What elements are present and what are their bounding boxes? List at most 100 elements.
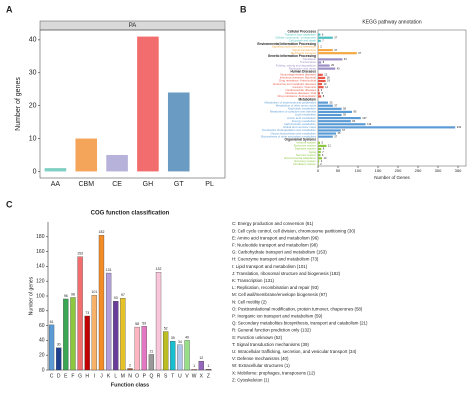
- data-label: 1: [193, 364, 195, 368]
- data-label: 21: [328, 144, 331, 148]
- bar: [167, 92, 190, 172]
- y-tick-label: Nucleotide metabolism: [288, 107, 317, 111]
- data-label: 59: [343, 113, 346, 117]
- panel-letter: C: [6, 199, 13, 209]
- data-label: 59: [142, 321, 146, 325]
- x-tick-label: 50: [336, 168, 341, 173]
- data-label: 37: [334, 103, 337, 107]
- x-tick-label: I: [94, 373, 95, 379]
- bar: [318, 89, 320, 92]
- bar: [148, 354, 155, 371]
- y-tick-label: Cell growth and death: [289, 39, 317, 43]
- data-label: 7: [322, 39, 324, 43]
- y-tick-label: Cardiovascular diseases: [286, 88, 317, 92]
- bar: [318, 33, 321, 36]
- y-tick-label: Circulatory system: [293, 162, 317, 166]
- x-tick-label: X: [200, 373, 204, 379]
- data-label: 93: [114, 296, 118, 300]
- data-label: 107: [362, 116, 367, 120]
- data-label: 18: [327, 76, 330, 80]
- group-label: Organismal Systems: [284, 138, 316, 142]
- x-tick-label: S: [164, 373, 168, 379]
- data-label: 8: [323, 147, 325, 151]
- bar: [318, 126, 456, 129]
- data-label: 10: [324, 82, 327, 86]
- x-tick-label: 100: [355, 168, 362, 173]
- y-tick-label: 100: [36, 293, 45, 299]
- y-tick-label: Infectious diseases: Viral: [285, 91, 316, 95]
- data-label: 85: [354, 110, 357, 114]
- chart-title: COG function classification: [91, 211, 170, 217]
- y-tick-label: 180: [36, 234, 45, 240]
- bar: [318, 129, 341, 132]
- y-axis-label: Number of genes: [15, 77, 22, 131]
- x-tick-label: 350: [455, 168, 462, 173]
- bar: [44, 168, 67, 172]
- x-tick-label: U: [178, 373, 182, 379]
- data-label: 21: [149, 349, 153, 353]
- data-label: 101: [91, 290, 97, 294]
- data-label: 30: [57, 343, 61, 347]
- x-tick-label: 250: [415, 168, 422, 173]
- bar: [318, 147, 322, 151]
- legend-entry: Z: Cytoskeleton (1): [232, 377, 270, 382]
- data-label: 37: [334, 134, 337, 138]
- group-label: Cellular Processes: [287, 29, 316, 33]
- bar: [318, 49, 333, 52]
- bar: [191, 369, 197, 371]
- y-axis-label: Number of genes: [28, 276, 34, 315]
- bar: [127, 368, 133, 371]
- data-label: 182: [99, 230, 105, 234]
- bar: [318, 141, 320, 144]
- x-tick-label: GT: [174, 181, 184, 188]
- y-tick-label: 10: [29, 135, 37, 142]
- y-tick-label: Cellular community - prokaryotes: [275, 35, 316, 39]
- y-tick-label: 40: [39, 338, 45, 344]
- bar: [318, 64, 330, 67]
- data-label: 52: [164, 326, 168, 330]
- x-tick-label: GH: [143, 181, 154, 188]
- plot-frame: [317, 29, 467, 167]
- legend-entry: F: Nucleotide transport and metabolism (…: [232, 242, 318, 247]
- x-tick-label: F: [71, 373, 74, 379]
- bar: [91, 295, 97, 371]
- legend-entry: D: Cell cycle control, cell division, ch…: [232, 228, 356, 233]
- data-label: 97: [121, 293, 125, 297]
- data-label: 153: [77, 252, 83, 256]
- data-label: 25: [330, 100, 333, 104]
- facet-label: PA: [129, 23, 137, 29]
- x-tick-label: AA: [51, 181, 61, 188]
- bar: [70, 297, 76, 371]
- chart-title: KEGG pathway annotation: [362, 19, 421, 25]
- x-tick-label: V: [185, 373, 189, 379]
- bar: [318, 101, 328, 104]
- legend-entry: R: General function prediction only (132…: [232, 328, 311, 333]
- bar: [318, 163, 319, 166]
- bar: [177, 344, 183, 371]
- data-label: 343: [457, 125, 462, 129]
- data-label: 97: [358, 51, 361, 55]
- data-label: 82: [352, 119, 355, 123]
- x-tick-label: 0: [317, 168, 320, 173]
- y-tick-label: Signaling molecules and interaction: [272, 45, 316, 49]
- y-tick-label: Xenobiotics biodegradation and metabolis…: [262, 128, 317, 132]
- data-label: 29: [331, 63, 334, 67]
- bar: [318, 86, 324, 89]
- x-tick-label: 300: [435, 168, 442, 173]
- y-tick-label: Replication and repair: [289, 66, 316, 70]
- bar: [318, 36, 333, 39]
- y-tick-label: 160: [36, 249, 45, 255]
- bar: [318, 113, 342, 117]
- y-tick-label: Global and overview maps: [283, 125, 317, 129]
- bar: [318, 160, 320, 163]
- data-label: 2: [129, 363, 131, 367]
- x-tick-label: N: [128, 373, 132, 379]
- legend-entry: M: Cell wall/membrane/envelope biogenesi…: [232, 292, 327, 297]
- bar: [63, 298, 69, 371]
- x-tick-label: Q: [149, 373, 153, 379]
- x-axis-label: Number of Genes: [374, 175, 410, 180]
- panel-letter: B: [240, 4, 247, 14]
- y-tick-label: 140: [36, 264, 45, 270]
- y-tick-label: Folding, sorting and degradation: [276, 63, 317, 67]
- data-label: 2: [320, 162, 322, 166]
